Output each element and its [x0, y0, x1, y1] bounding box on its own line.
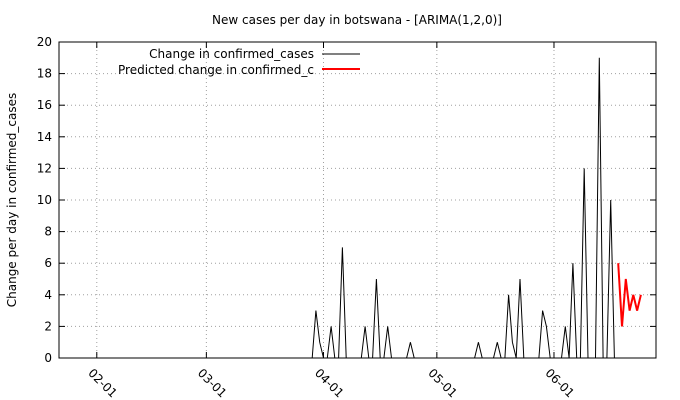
- y-tick-label: 18: [37, 67, 52, 81]
- y-axis-label: Change per day in confirmed_cases: [5, 93, 19, 308]
- y-tick-label: 6: [44, 256, 52, 270]
- x-tick-label: 03-01: [195, 366, 230, 400]
- x-tick-label: 02-01: [85, 366, 120, 400]
- x-tick-label: 05-01: [425, 366, 460, 400]
- y-tick-label: 10: [37, 193, 52, 207]
- legend-label-predicted: Predicted change in confirmed_c: [118, 63, 314, 77]
- y-tick-label: 16: [37, 98, 52, 112]
- series-layer: [59, 57, 642, 359]
- x-axis: 02-01 03-01 04-01 05-01 06-01: [85, 42, 577, 400]
- y-tick-label: 0: [44, 351, 52, 365]
- series-line-actual: [59, 57, 619, 359]
- grid-layer: [59, 42, 656, 358]
- y-tick-label: 4: [44, 288, 52, 302]
- legend: Change in confirmed_cases Predicted chan…: [118, 47, 360, 77]
- y-tick-label: 8: [44, 225, 52, 239]
- y-axis: 0 2 4 6 8 10 12 14 16 18 20: [37, 35, 656, 365]
- y-tick-label: 20: [37, 35, 52, 49]
- plot-frame: [58, 41, 657, 359]
- chart-title: New cases per day in botswana - [ARIMA(1…: [212, 13, 502, 27]
- x-tick-label: 04-01: [312, 366, 347, 400]
- y-tick-label: 2: [44, 319, 52, 333]
- legend-label-actual: Change in confirmed_cases: [149, 47, 314, 61]
- y-tick-label: 12: [37, 161, 52, 175]
- x-tick-label: 06-01: [543, 366, 578, 400]
- y-tick-label: 14: [37, 130, 52, 144]
- series-line-predicted: [617, 263, 642, 327]
